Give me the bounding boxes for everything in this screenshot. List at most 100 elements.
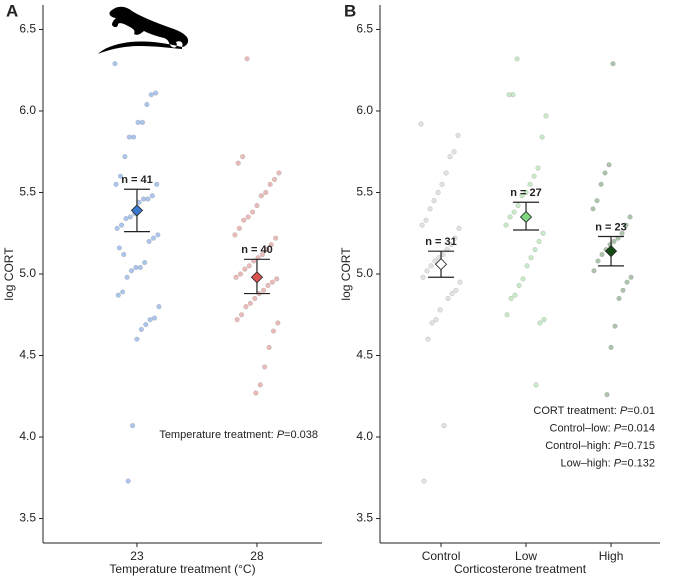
data-point [150, 235, 157, 241]
data-point [114, 225, 120, 231]
data-point [424, 268, 430, 274]
data-point [456, 225, 462, 231]
data-point [142, 259, 148, 266]
data-point [528, 255, 534, 261]
x-tick-label: Low [515, 549, 537, 563]
data-point [514, 56, 520, 62]
data-point [504, 312, 510, 318]
data-point [275, 320, 281, 326]
data-point [507, 214, 513, 220]
y-tick-label: 4.5 [356, 348, 373, 362]
data-point [616, 295, 622, 302]
y-tick-label: 4.0 [356, 429, 373, 443]
data-point [536, 238, 542, 244]
data-point [133, 264, 139, 271]
data-point [113, 181, 119, 187]
data-point [236, 225, 242, 231]
y-tick-label: 5.0 [356, 266, 373, 280]
data-point [273, 235, 279, 241]
panel-label: A [6, 1, 18, 20]
data-point [265, 282, 271, 289]
panel-label: B [344, 1, 356, 20]
data-point [246, 263, 252, 269]
data-point [439, 181, 445, 187]
data-point [431, 198, 437, 204]
data-point [137, 264, 143, 271]
y-tick-label: 5.0 [19, 266, 36, 280]
data-point [124, 274, 130, 280]
annotation-stat: P [614, 422, 622, 434]
annotation-stat: P [614, 440, 622, 452]
data-point [270, 328, 277, 334]
annotation-value: =0.014 [621, 422, 655, 434]
mean-marker [130, 204, 144, 217]
data-point [623, 222, 629, 228]
data-point [418, 121, 424, 127]
annotation-value: =0.038 [284, 429, 318, 441]
data-point [127, 214, 133, 220]
data-point [264, 246, 270, 253]
data-point [610, 61, 616, 67]
data-point [235, 160, 241, 166]
data-point [423, 217, 429, 223]
x-axis-title: Corticosterone treatment [454, 562, 587, 576]
lizard-silhouette [98, 6, 189, 55]
y-tick-label: 3.5 [356, 511, 373, 525]
annotation: Low–high: P=0.132 [560, 457, 655, 469]
data-point [628, 274, 634, 280]
data-point [419, 222, 425, 228]
data-point [257, 382, 263, 388]
data-point [140, 196, 147, 202]
data-point [524, 263, 530, 269]
data-point [237, 271, 244, 277]
data-point [129, 423, 136, 429]
data-point [599, 251, 605, 258]
data-point [620, 287, 626, 293]
data-point [117, 173, 124, 179]
data-point [604, 392, 610, 398]
y-tick-label: 3.5 [19, 511, 36, 525]
annotation: Temperature treatment: P=0.038 [159, 429, 318, 441]
data-point [445, 295, 451, 302]
data-point [619, 230, 625, 236]
data-point [241, 217, 247, 223]
data-point [268, 242, 274, 248]
data-point [125, 478, 131, 484]
data-point [253, 390, 259, 396]
data-point [516, 282, 522, 289]
data-point [145, 196, 151, 202]
data-point [134, 336, 140, 342]
data-point [260, 287, 267, 293]
annotation-stat: P [620, 405, 628, 417]
mean-marker [434, 258, 448, 271]
annotation-text: CORT treatment: [533, 405, 619, 417]
data-point [606, 162, 612, 168]
y-tick-label: 4.0 [19, 429, 36, 443]
x-axis-title: Temperature treatment (°C) [109, 562, 255, 576]
data-point [602, 170, 608, 176]
data-point [543, 113, 549, 119]
data-point [451, 149, 457, 155]
data-point [455, 132, 461, 139]
data-point [595, 258, 601, 264]
annotation-text: Temperature treatment: [159, 429, 276, 441]
data-point [259, 251, 266, 258]
data-point [427, 206, 433, 212]
data-point [539, 134, 545, 140]
data-point [448, 242, 454, 248]
data-point [428, 263, 434, 269]
data-point [126, 134, 132, 140]
data-point [122, 154, 128, 160]
data-point [449, 290, 455, 297]
data-point [515, 202, 521, 209]
y-tick-label: 6.0 [356, 103, 373, 117]
annotation-value: =0.715 [621, 440, 655, 452]
n-label: n = 41 [121, 174, 153, 186]
data-point [425, 336, 431, 342]
data-point [531, 173, 537, 179]
data-point [598, 181, 604, 187]
data-point [512, 292, 518, 298]
data-point [447, 154, 453, 160]
